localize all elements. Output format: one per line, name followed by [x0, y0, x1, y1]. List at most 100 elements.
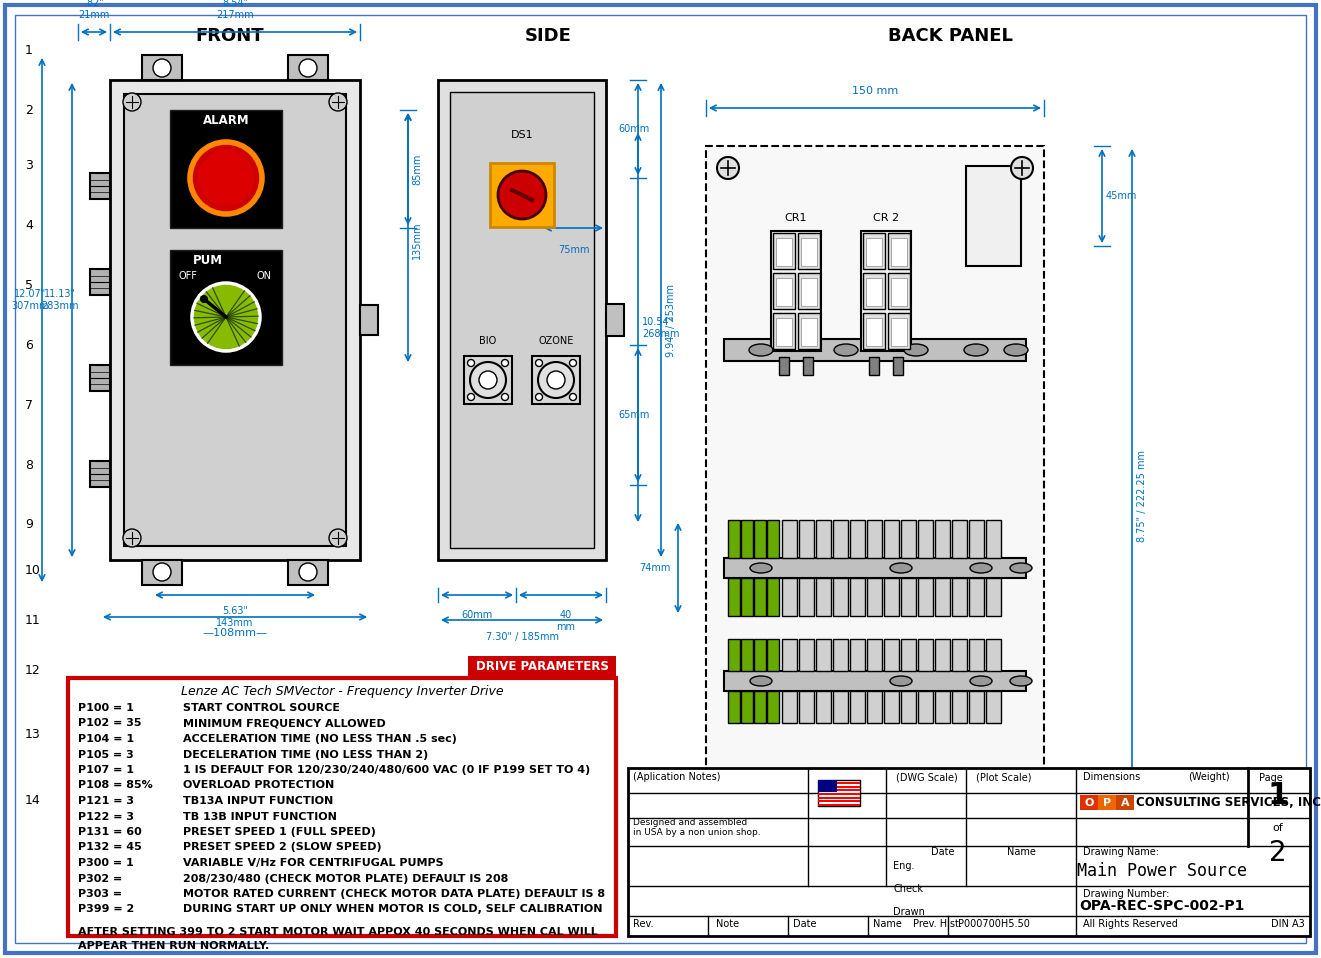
Bar: [724, 339, 1026, 361]
Text: SIDE: SIDE: [524, 27, 572, 45]
Text: (Aplication Notes): (Aplication Notes): [633, 772, 720, 782]
Text: of: of: [1272, 823, 1284, 833]
Text: P104 = 1: P104 = 1: [78, 734, 135, 744]
Circle shape: [153, 59, 170, 77]
Bar: [90, 172, 110, 198]
Text: DIN A3: DIN A3: [1271, 919, 1305, 929]
Bar: [768, 578, 779, 616]
Text: P100 = 1: P100 = 1: [78, 703, 133, 713]
Circle shape: [538, 362, 575, 398]
Text: 65mm: 65mm: [618, 410, 650, 420]
Text: BACK PANEL: BACK PANEL: [888, 27, 1012, 45]
Text: 150 mm: 150 mm: [852, 86, 898, 96]
Bar: [818, 804, 860, 806]
Text: Dimensions: Dimensions: [1083, 772, 1140, 782]
Bar: [869, 357, 878, 375]
Bar: [141, 560, 182, 585]
Text: 6.88" / 174.75 mm: 6.88" / 174.75 mm: [823, 886, 927, 896]
Bar: [782, 520, 797, 558]
Bar: [952, 691, 967, 723]
Text: PRESET SPEED 1 (FULL SPEED): PRESET SPEED 1 (FULL SPEED): [184, 827, 376, 837]
Text: 85mm: 85mm: [412, 153, 421, 185]
Text: P102 = 35: P102 = 35: [78, 718, 141, 728]
Bar: [728, 520, 740, 558]
Text: MINIMUM FREQUENCY ALLOWED: MINIMUM FREQUENCY ALLOWED: [184, 718, 386, 728]
Bar: [728, 691, 740, 723]
Text: 12: 12: [25, 664, 41, 676]
Bar: [288, 560, 328, 585]
Bar: [901, 520, 915, 558]
Bar: [728, 578, 740, 616]
Text: 60mm: 60mm: [461, 610, 493, 620]
Bar: [754, 578, 766, 616]
Bar: [768, 691, 779, 723]
Text: 40
mm: 40 mm: [556, 610, 576, 631]
Text: 1 IS DEFAULT FOR 120/230/240/480/600 VAC (0 IF P199 SET TO 4): 1 IS DEFAULT FOR 120/230/240/480/600 VAC…: [184, 765, 590, 775]
Circle shape: [470, 362, 506, 398]
Text: Check: Check: [893, 884, 923, 894]
Bar: [768, 520, 779, 558]
Bar: [867, 691, 882, 723]
Text: 7: 7: [25, 399, 33, 412]
Bar: [935, 520, 950, 558]
Ellipse shape: [890, 563, 911, 573]
Bar: [799, 578, 814, 616]
Bar: [816, 691, 831, 723]
Text: 13: 13: [25, 728, 41, 741]
Text: P107 = 1: P107 = 1: [78, 765, 133, 775]
Bar: [818, 780, 860, 806]
Bar: [90, 365, 110, 391]
Bar: [1081, 795, 1098, 810]
Bar: [970, 578, 984, 616]
Text: P399 = 2: P399 = 2: [78, 904, 135, 915]
Bar: [782, 691, 797, 723]
Text: 6: 6: [25, 338, 33, 352]
Text: DRIVE PARAMETERS: DRIVE PARAMETERS: [476, 660, 609, 673]
Bar: [849, 578, 865, 616]
Bar: [884, 520, 900, 558]
Text: START CONTROL SOURCE: START CONTROL SOURCE: [184, 703, 339, 713]
Bar: [918, 578, 933, 616]
Text: ACCELERATION TIME (NO LESS THAN .5 sec): ACCELERATION TIME (NO LESS THAN .5 sec): [184, 734, 457, 744]
Ellipse shape: [834, 344, 859, 356]
Bar: [798, 313, 820, 349]
Bar: [288, 55, 328, 80]
Bar: [901, 639, 915, 671]
Bar: [361, 305, 378, 335]
Text: O: O: [1085, 798, 1094, 808]
Bar: [834, 691, 848, 723]
Text: 4: 4: [25, 218, 33, 232]
Text: 60mm: 60mm: [618, 124, 649, 134]
Text: FRONT: FRONT: [196, 27, 264, 45]
Circle shape: [190, 142, 262, 214]
Bar: [935, 578, 950, 616]
Bar: [170, 110, 281, 228]
Circle shape: [198, 150, 254, 206]
Bar: [773, 313, 795, 349]
Bar: [67, 678, 616, 936]
Text: (DWG Scale): (DWG Scale): [896, 772, 958, 782]
Bar: [782, 639, 797, 671]
Text: PUM: PUM: [193, 254, 223, 266]
Circle shape: [1011, 157, 1033, 179]
Bar: [867, 318, 882, 346]
Text: 3: 3: [25, 158, 33, 171]
Bar: [834, 520, 848, 558]
Text: (Plot Scale): (Plot Scale): [976, 772, 1032, 782]
Bar: [970, 520, 984, 558]
Bar: [798, 233, 820, 269]
Text: Drawn: Drawn: [893, 907, 925, 917]
Text: 45mm: 45mm: [1106, 191, 1137, 201]
Text: P: P: [1103, 798, 1111, 808]
Text: P300 = 1: P300 = 1: [78, 858, 133, 868]
Text: P121 = 3: P121 = 3: [78, 796, 133, 806]
Text: Drawing Name:: Drawing Name:: [1083, 847, 1159, 857]
Bar: [834, 639, 848, 671]
Bar: [170, 250, 281, 365]
Bar: [890, 318, 908, 346]
Bar: [773, 233, 795, 269]
Ellipse shape: [750, 676, 771, 686]
Text: 5: 5: [25, 279, 33, 291]
Bar: [818, 793, 860, 795]
Text: All Rights Reserved: All Rights Reserved: [1083, 919, 1178, 929]
